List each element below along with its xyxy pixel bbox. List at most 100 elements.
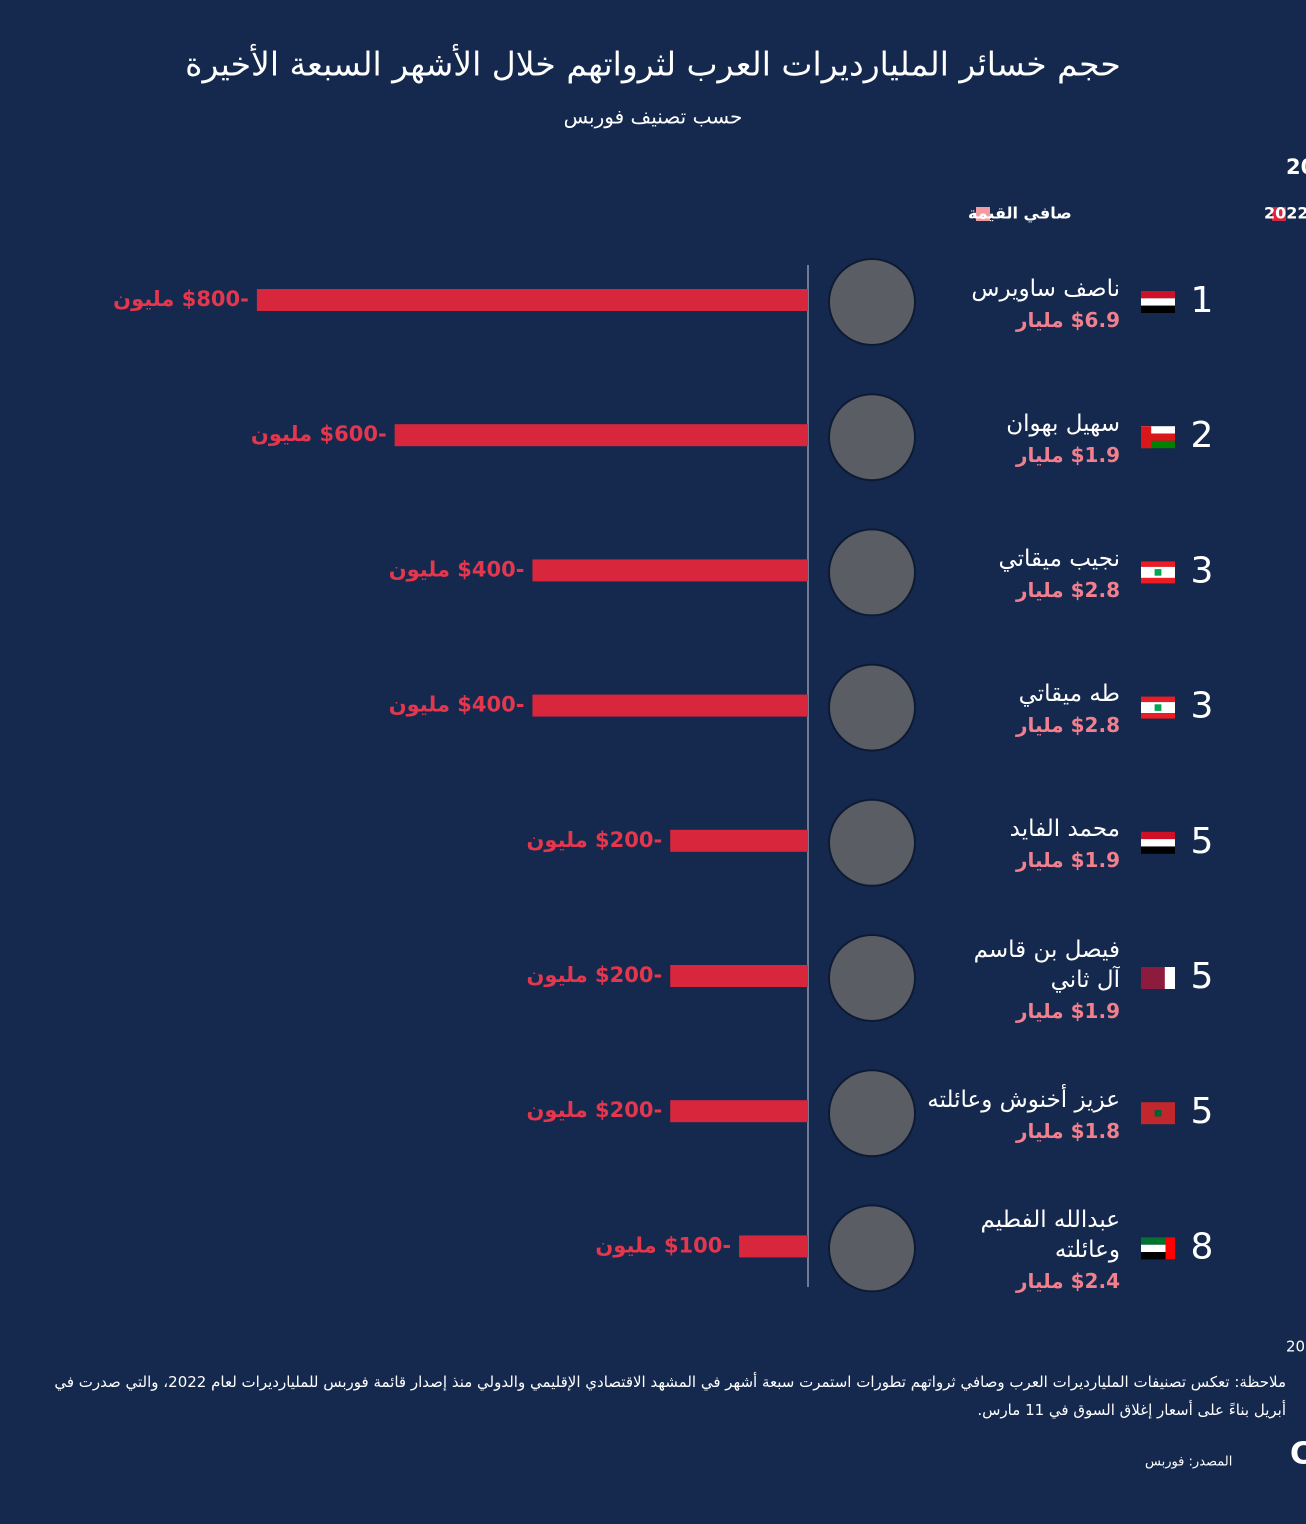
name-box: نجيب ميقاتي $2.8 مليار [920, 490, 1120, 655]
flag-part [1141, 839, 1175, 847]
legend-label: الخسائر منذ 11 مارس 2022 [1264, 204, 1306, 223]
name-wrap: محمد الفايد $1.9 مليار [920, 761, 1120, 926]
person-name: نجيب ميقاتي [998, 545, 1120, 572]
person-name: فيصل بن قاسم آل ثاني [973, 936, 1120, 993]
legend-swatch [1272, 207, 1286, 221]
flag-part [1154, 704, 1162, 711]
rank: 5 [1191, 1091, 1214, 1132]
name-wrap: عبدالله الفطيم وعائلته $2.4 مليار [920, 1166, 1120, 1331]
name-wrap: فيصل بن قاسم آل ثاني $1.9 مليار [920, 896, 1120, 1061]
rank: 8 [1191, 1226, 1214, 1267]
flag-part [1165, 1237, 1175, 1260]
flag-part [1141, 561, 1175, 567]
flag-part [1154, 569, 1162, 576]
name-wrap: سهيل بهوان $1.9 مليار [920, 355, 1120, 520]
bar [532, 694, 808, 717]
net-worth: $1.9 مليار [1015, 848, 1120, 873]
bar [670, 965, 808, 987]
name-box: عبدالله الفطيم وعائلته $2.4 مليار [920, 1166, 1120, 1331]
name-wrap: نجيب ميقاتي $2.8 مليار [920, 490, 1120, 655]
portrait [828, 528, 916, 617]
legend-swatch [976, 207, 990, 221]
name-wrap: طه ميقاتي $2.8 مليار [920, 626, 1120, 791]
portrait [828, 663, 916, 752]
person-name: عبدالله الفطيم وعائلته [980, 1206, 1120, 1263]
note-box: ملاحظة: تعكس تصنيفات المليارديرات العرب … [54, 1373, 1286, 1419]
net-worth: $6.9 مليار [1015, 307, 1120, 332]
name-wrap: ناصف ساويرس $6.9 مليار [920, 220, 1120, 385]
flag-part [1141, 426, 1152, 449]
name-box: سهيل بهوان $1.9 مليار [920, 355, 1120, 520]
subtitle: حسب تصنيف فوربس [564, 105, 743, 129]
flag-part [1164, 967, 1175, 989]
flag-part [1141, 696, 1175, 703]
net-worth: $2.8 مليار [1015, 577, 1120, 602]
name-box: ناصف ساويرس $6.9 مليار [920, 220, 1120, 385]
portrait [828, 1069, 916, 1158]
rank: 5 [1191, 821, 1214, 862]
net-worth: $2.8 مليار [1015, 713, 1120, 738]
flag-part [1141, 1244, 1175, 1253]
rank: 5 [1191, 956, 1214, 997]
net-worth: $1.9 مليار [1015, 998, 1120, 1023]
flag-part [1141, 846, 1175, 854]
bar [394, 424, 808, 447]
flag-part [1154, 1109, 1162, 1117]
person-name: ناصف ساويرس [971, 275, 1120, 302]
note: ملاحظة: تعكس تصنيفات المليارديرات العرب … [54, 1373, 1286, 1419]
bar-label: -$400 مليون [389, 557, 525, 581]
portrait [828, 393, 916, 482]
logo: بالعربيةCNN [1290, 1437, 1306, 1472]
source: المصدر: فوربس [1145, 1455, 1232, 1470]
bar [532, 559, 808, 582]
portrait [828, 258, 916, 346]
flag-part [1141, 577, 1175, 584]
bar-label: -$200 مليون [526, 963, 662, 987]
rank: 2 [1191, 415, 1214, 456]
net-worth: $1.8 مليار [1015, 1118, 1120, 1143]
section-title: ترتيب الأثرياء العرب حسب الخسائر منذ 11 … [1286, 153, 1306, 179]
bar-label: -$600 مليون [251, 422, 387, 446]
name-box: فيصل بن قاسم آل ثاني $1.9 مليار [920, 896, 1120, 1061]
legend-label: صافي القيمة [968, 204, 1072, 224]
net-worth: $2.4 مليار [1015, 1268, 1120, 1293]
bar-label: -$800 مليون [113, 287, 249, 311]
flag-part [1141, 305, 1175, 313]
rank: 1 [1191, 280, 1214, 321]
portrait [828, 934, 916, 1022]
bar [670, 1100, 808, 1123]
name-wrap: عزيز أخنوش وعائلته $1.8 مليار [920, 1031, 1120, 1196]
person-name: عزيز أخنوش وعائلته [927, 1086, 1120, 1113]
rank: 3 [1191, 550, 1214, 591]
date-note: التاريخ اعتبارًا من: 5 أكتوبر 2022 [1286, 1337, 1306, 1356]
flag-part [1141, 291, 1175, 299]
flag-part [1141, 831, 1175, 840]
bar-label: -$200 مليون [526, 1098, 662, 1122]
name-box: طه ميقاتي $2.8 مليار [920, 626, 1120, 791]
person-name: سهيل بهوان [1006, 410, 1120, 437]
name-box: محمد الفايد $1.9 مليار [920, 761, 1120, 926]
portrait [828, 1204, 916, 1293]
flag-part [1141, 713, 1175, 719]
person-name: محمد الفايد [1009, 816, 1120, 843]
flag-part [1141, 1237, 1175, 1245]
bar [256, 289, 808, 311]
flag-part [1141, 426, 1175, 434]
bar-label: -$400 مليون [389, 693, 525, 717]
name-box: عزيز أخنوش وعائلته $1.8 مليار [920, 1031, 1120, 1196]
bar-label: -$200 مليون [526, 828, 662, 852]
bar [670, 829, 808, 852]
flag-part [1141, 433, 1175, 441]
portrait [828, 798, 916, 887]
net-worth: $1.9 مليار [1015, 442, 1120, 467]
flag-part [1141, 298, 1175, 306]
flag-part [1141, 1252, 1175, 1260]
chart-title: حجم خسائر المليارديرات العرب لثرواتهم خل… [185, 44, 1121, 84]
bar [739, 1235, 808, 1258]
rank: 3 [1191, 686, 1214, 727]
person-name: طه ميقاتي [1018, 681, 1120, 708]
flag-part [1141, 440, 1175, 449]
bar-label: -$100 مليون [595, 1233, 731, 1257]
